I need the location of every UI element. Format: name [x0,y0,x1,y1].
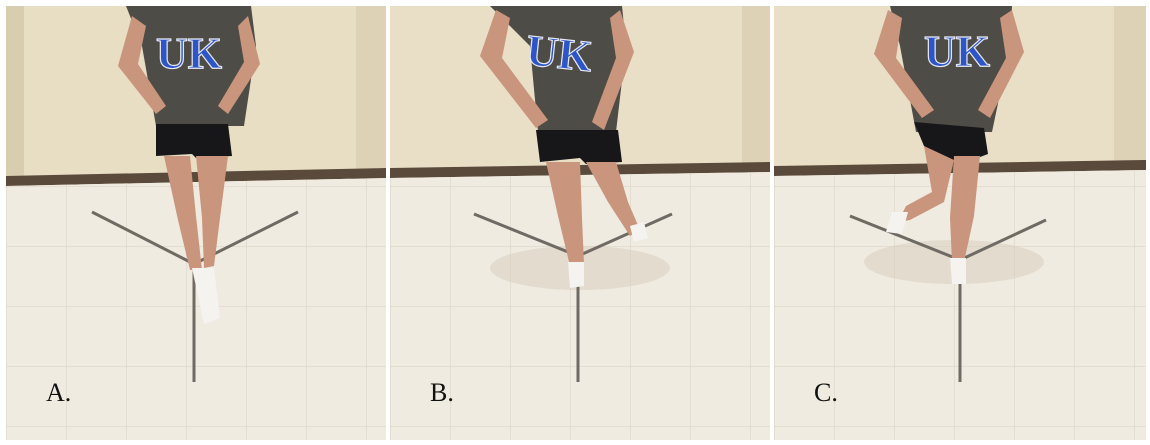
photo-b: UK [390,6,770,440]
panel-label-b: B. [430,378,454,407]
tape-line-left [91,210,195,266]
baseboard [6,168,386,186]
person: UK [480,6,648,288]
photo-c: UK [774,6,1146,440]
tape-line-right [577,212,673,258]
photo-panel-b: UK B. [390,6,770,440]
shirt-logo: UK [924,27,990,76]
person: UK [874,6,1024,284]
tape-line-left [473,212,579,258]
tape-line-left [849,214,961,262]
tape-line-right [959,218,1047,262]
photo-panel-a: UK A. [6,6,386,440]
floor [390,172,770,440]
floor [6,178,386,440]
shirt-logo: UK [156,29,222,78]
person: UK [118,6,260,324]
panel-label-a: A. [46,378,72,407]
shirt-logo: UK [524,26,595,82]
photo-a: UK [6,6,386,440]
photo-panel-c: UK C. [774,6,1146,440]
panel-label-c: C. [814,378,838,407]
